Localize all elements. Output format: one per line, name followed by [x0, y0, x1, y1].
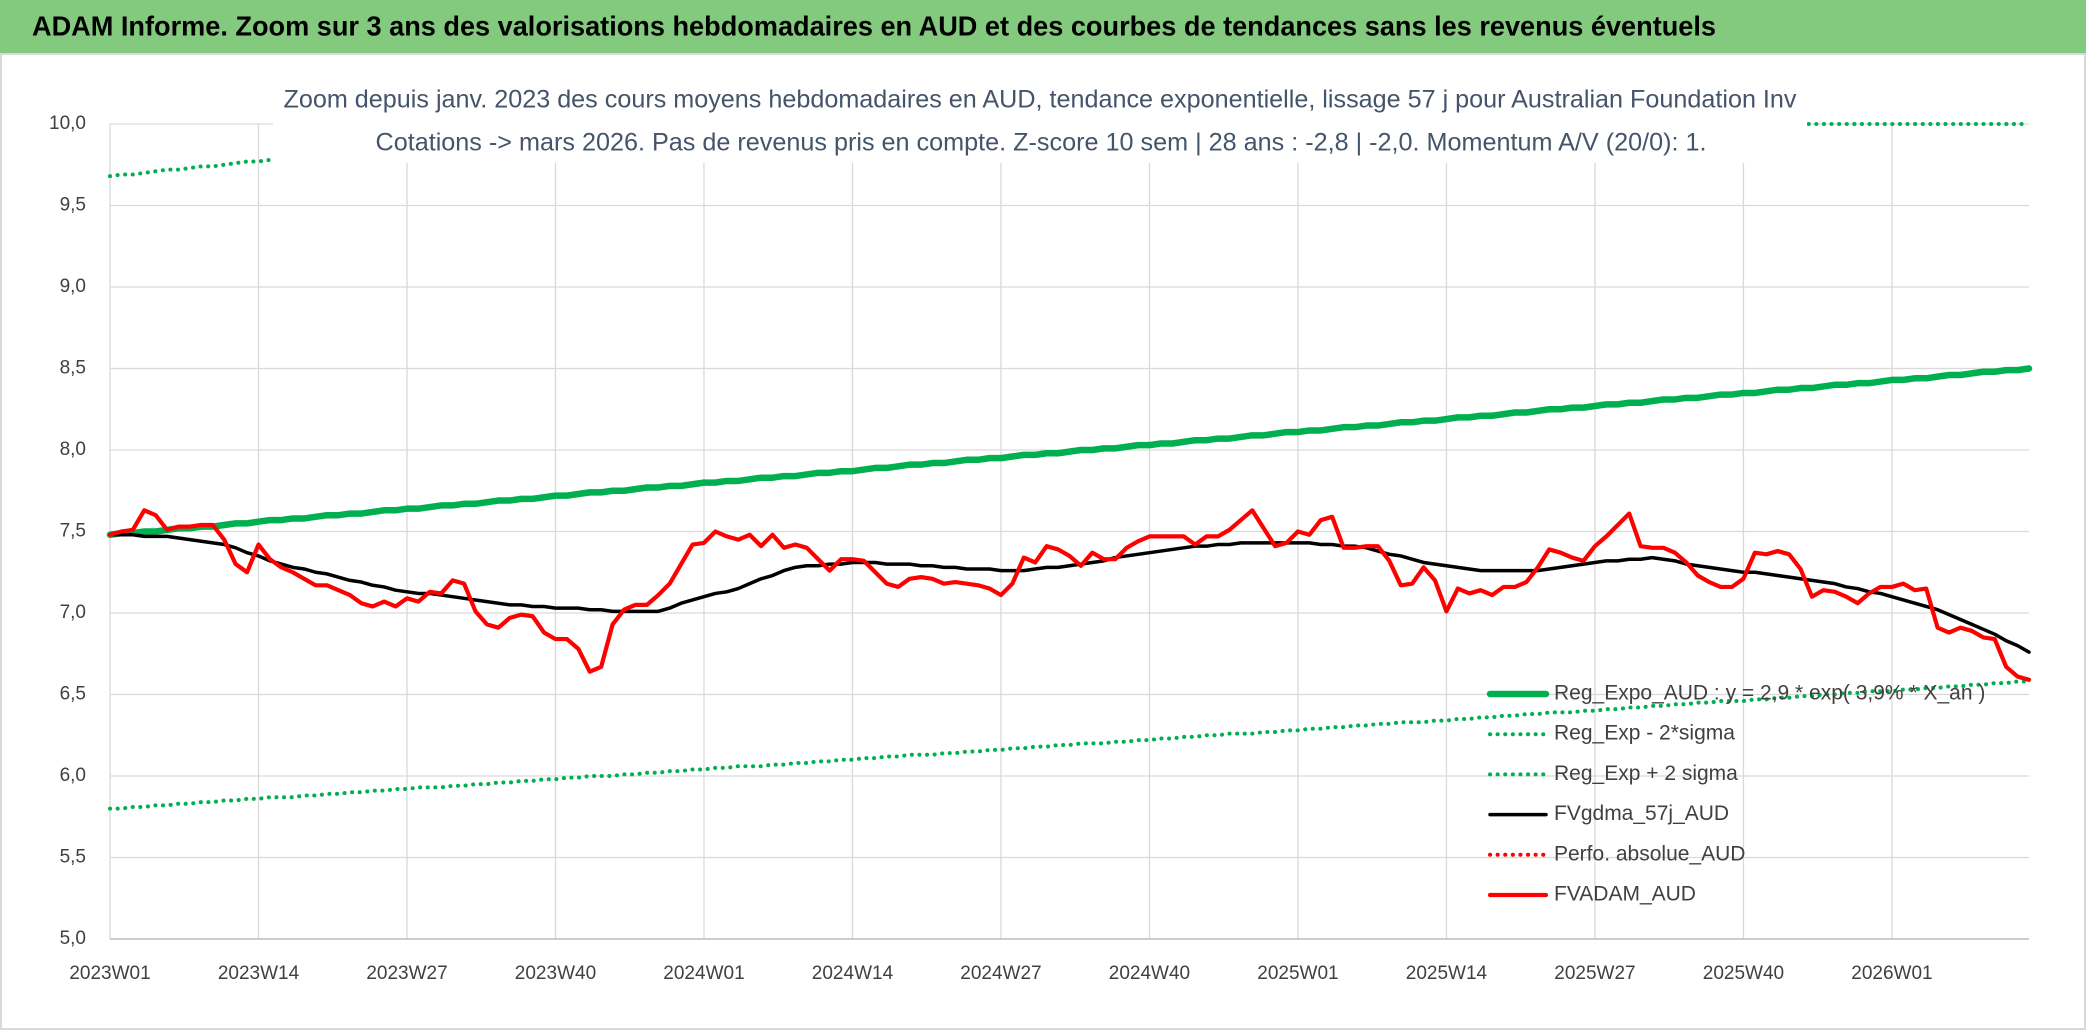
x-tick-label: 2024W14: [812, 963, 894, 984]
legend-label: FVgdma_57j_AUD: [1554, 802, 1729, 825]
x-tick-label: 2024W40: [1109, 963, 1190, 984]
legend-label: FVADAM_AUD: [1554, 883, 1696, 906]
subtitle: Zoom depuis janv. 2023 des cours moyens …: [284, 86, 1798, 114]
series-line: [108, 679, 2031, 811]
y-tick-label: 7,0: [60, 602, 86, 623]
y-tick-label: 6,0: [60, 765, 86, 786]
x-tick-label: 2023W14: [218, 963, 300, 984]
x-tick-label: 2024W27: [960, 963, 1041, 984]
y-tick-label: 8,0: [60, 439, 86, 460]
x-tick-label: 2025W27: [1554, 963, 1635, 984]
y-tick-label: 5,5: [60, 847, 86, 868]
legend-label: Perfo. absolue_AUD: [1554, 842, 1745, 865]
y-tick-label: 7,5: [60, 521, 86, 542]
legend-label: Reg_Exp - 2*sigma: [1554, 722, 1735, 745]
x-tick-label: 2026W01: [1851, 963, 1932, 984]
y-tick-label: 9,5: [60, 195, 86, 216]
series-line: [108, 533, 2031, 654]
y-tick-label: 10,0: [49, 113, 86, 134]
y-tick-label: 8,5: [60, 358, 86, 379]
x-tick-label: 2023W27: [366, 963, 447, 984]
series-line: [107, 508, 2032, 682]
legend: Reg_Expo_AUD : y = 2,9 * exp( 3,9% * X_a…: [1486, 682, 1985, 906]
legend-label: Reg_Expo_AUD : y = 2,9 * exp( 3,9% * X_a…: [1554, 682, 1985, 705]
y-tick-label: 9,0: [60, 276, 86, 297]
page-title: ADAM Informe. Zoom sur 3 ans des valoris…: [32, 10, 1716, 41]
y-tick-label: 5,0: [60, 928, 86, 949]
x-tick-label: 2025W14: [1406, 963, 1488, 984]
y-tick-label: 6,5: [60, 684, 86, 705]
x-tick-label: 2023W40: [515, 963, 596, 984]
subtitle: Cotations -> mars 2026. Pas de revenus p…: [376, 129, 1707, 157]
x-tick-label: 2025W01: [1257, 963, 1338, 984]
series-line: [106, 365, 2033, 539]
subtitle-box: [273, 79, 1807, 163]
legend-label: Reg_Exp + 2 sigma: [1554, 762, 1738, 785]
x-tick-label: 2025W40: [1703, 963, 1784, 984]
plot-area: 5,0 5,5 6,0 6,5 7,0 7,5 8,0 8,5 9,0 9,5 10,0 2023W0…: [49, 113, 2033, 984]
x-tick-label: 2023W01: [69, 963, 150, 984]
x-tick-label: 2024W01: [663, 963, 744, 984]
title-banner: [0, 0, 2086, 53]
chart-border: [0, 53, 2086, 1030]
